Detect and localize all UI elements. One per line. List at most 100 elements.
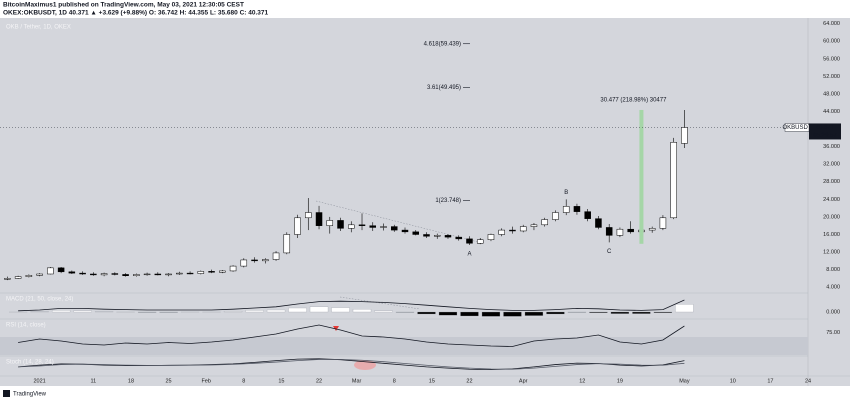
y-tick-label: 4.000 xyxy=(826,285,840,291)
histogram-bar xyxy=(331,307,350,313)
candle-body xyxy=(4,278,11,280)
candle-body xyxy=(444,235,452,238)
y-tick-label: 28.000 xyxy=(823,179,840,185)
y-tick-label: 75.00 xyxy=(826,330,840,336)
symbol-line: OKEX:OKBUSDT, 1D 40.371 ▲ +3.629 (+9.88%… xyxy=(3,10,269,17)
candle-body xyxy=(369,225,377,228)
candle-body xyxy=(154,273,162,276)
candle-body xyxy=(197,271,205,274)
indicator-line xyxy=(18,299,685,312)
candle-body xyxy=(262,259,269,262)
y-tick-label: 12.000 xyxy=(823,249,840,255)
histogram-bar xyxy=(503,311,522,317)
candle-body xyxy=(391,226,398,231)
y-tick-label: 44.000 xyxy=(823,109,840,115)
symbol-label: OKBUSDT xyxy=(782,125,811,131)
histogram-bar xyxy=(632,311,651,314)
candle-body xyxy=(423,234,430,237)
x-tick-label: 19 xyxy=(617,378,623,384)
divergence-line xyxy=(339,296,421,310)
candle-body xyxy=(487,234,495,240)
candle-body xyxy=(509,229,516,232)
author-line: BitcoinMaximus1 published on TradingView… xyxy=(3,2,244,9)
y-tick-label: 48.000 xyxy=(823,91,840,97)
indicator-line xyxy=(18,324,685,347)
candle-body xyxy=(143,273,151,276)
candle-body xyxy=(283,234,291,254)
logo xyxy=(3,390,10,397)
measure-bar xyxy=(639,109,644,244)
x-tick-label: 22 xyxy=(466,378,472,384)
x-tick-label: 17 xyxy=(767,378,773,384)
histogram-bar xyxy=(223,311,243,313)
candle-body xyxy=(498,229,505,235)
histogram-bar xyxy=(266,309,286,313)
candle-body xyxy=(605,227,613,236)
candle-body xyxy=(648,228,656,231)
histogram-bar xyxy=(417,311,436,315)
x-tick-label: 10 xyxy=(730,378,736,384)
candle-body xyxy=(90,273,97,276)
fib-label: 4.618(59.439) xyxy=(424,41,461,47)
price-box xyxy=(809,123,841,140)
candle-body xyxy=(358,224,366,226)
fib-label: 1(23.748) xyxy=(435,198,461,204)
candle-body xyxy=(251,259,258,262)
candle-body xyxy=(79,272,86,275)
histogram-bar xyxy=(653,311,673,313)
x-tick-label: 22 xyxy=(316,378,322,384)
y-tick-label: 32.000 xyxy=(823,162,840,168)
candle-body xyxy=(562,206,570,213)
candle-body xyxy=(25,275,33,277)
y-tick-label: 24.000 xyxy=(823,197,840,203)
candle-body xyxy=(111,273,119,275)
pane-title: OKB / Tether, 1D, OKEX xyxy=(6,25,71,31)
signal-marker xyxy=(333,326,339,331)
candle-body xyxy=(337,220,344,229)
wave-label: A xyxy=(467,252,471,258)
candle-body xyxy=(14,276,22,279)
x-tick-label: 24 xyxy=(805,378,811,384)
x-tick-label: 15 xyxy=(278,378,284,384)
candle-body xyxy=(573,206,581,212)
x-tick-label: 8 xyxy=(242,378,245,384)
histogram-bar xyxy=(73,310,92,313)
x-tick-label: 11 xyxy=(90,378,96,384)
histogram-bar xyxy=(460,311,479,317)
histogram-bar xyxy=(51,310,71,313)
y-tick-label: 20.000 xyxy=(823,214,840,220)
candle-body xyxy=(670,142,677,219)
y-tick-label: 0.000 xyxy=(826,309,840,315)
last-price-label: 40.371 xyxy=(816,125,835,131)
pane-title: RSI (14, close) xyxy=(6,323,46,329)
candle-body xyxy=(219,270,226,273)
histogram-bar xyxy=(524,311,544,316)
candle-body xyxy=(595,218,602,228)
x-tick-label: Apr xyxy=(519,378,528,384)
x-tick-label: 25 xyxy=(166,378,172,384)
candle-body xyxy=(57,267,65,273)
y-tick-label: 8.000 xyxy=(826,267,840,273)
candle-body xyxy=(541,219,548,226)
y-tick-label: 56.000 xyxy=(823,56,840,62)
x-tick-label: 12 xyxy=(579,378,585,384)
candle-body xyxy=(348,224,355,229)
candle-body xyxy=(122,274,129,277)
histogram-bar xyxy=(352,309,372,313)
histogram-bar xyxy=(675,304,694,313)
chart-background xyxy=(0,18,850,386)
countdown: 05:29:57 xyxy=(813,133,837,139)
pane-title: Stoch (14, 28, 24) xyxy=(6,360,54,366)
footer-brand: TradingView xyxy=(13,392,47,398)
candle-body xyxy=(68,271,76,274)
candle-body xyxy=(240,259,248,267)
candle-body xyxy=(133,274,140,277)
candle-body xyxy=(305,212,312,219)
candle-body xyxy=(229,265,237,272)
x-tick-label: 8 xyxy=(393,378,396,384)
y-tick-label: 60.000 xyxy=(823,39,840,45)
x-tick-label: 15 xyxy=(429,378,435,384)
x-tick-label: 2021 xyxy=(33,378,45,384)
indicator-line xyxy=(18,358,685,371)
